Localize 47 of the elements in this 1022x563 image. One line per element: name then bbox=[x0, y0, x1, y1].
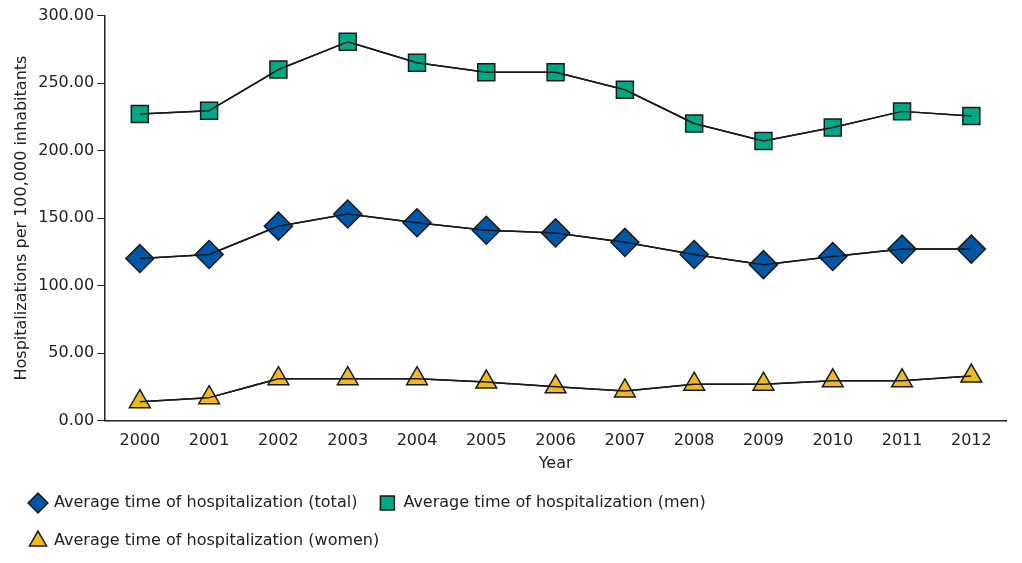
point bbox=[818, 241, 848, 272]
x-tick-label: 2012 bbox=[950, 430, 992, 450]
y-tick-label: 150.00 bbox=[38, 207, 95, 227]
point bbox=[402, 208, 432, 238]
point bbox=[263, 211, 294, 241]
x-tick-label: 2001 bbox=[188, 430, 230, 450]
point bbox=[754, 131, 773, 151]
y-tick-label: 50.00 bbox=[48, 342, 95, 362]
y-tick-label: 100.00 bbox=[38, 274, 95, 294]
y-axis-title: Hospitalizations per 100,000 inhabitants bbox=[10, 55, 30, 381]
x-tick-label: 2003 bbox=[327, 430, 369, 450]
x-axis-title: Year bbox=[537, 452, 573, 472]
legend-label: Average time of hospitalization (men) bbox=[403, 492, 706, 512]
y-tick-label: 300.00 bbox=[38, 4, 95, 24]
y-tick-label: 0.00 bbox=[58, 409, 95, 429]
point bbox=[823, 118, 842, 137]
point bbox=[332, 199, 363, 229]
point bbox=[613, 378, 637, 398]
x-tick-label: 2000 bbox=[119, 430, 161, 450]
point bbox=[540, 218, 571, 248]
x-tick-label: 2006 bbox=[535, 430, 576, 450]
point bbox=[748, 249, 779, 280]
point bbox=[960, 363, 983, 383]
point bbox=[128, 388, 151, 409]
point bbox=[610, 227, 640, 258]
x-tick-label: 2008 bbox=[673, 430, 715, 450]
y-tick-label: 250.00 bbox=[38, 72, 95, 92]
point bbox=[194, 239, 224, 270]
point bbox=[336, 365, 359, 386]
point bbox=[130, 104, 150, 124]
legend-label: Average time of hospitalization (women) bbox=[54, 530, 380, 550]
x-tick-label: 2011 bbox=[881, 430, 923, 450]
point bbox=[892, 102, 912, 121]
point bbox=[956, 234, 987, 264]
x-tick-label: 2010 bbox=[812, 430, 854, 450]
x-tick-label: 2009 bbox=[743, 430, 784, 450]
y-tick-label: 200.00 bbox=[38, 139, 95, 159]
point bbox=[679, 239, 709, 270]
x-tick-label: 2007 bbox=[604, 430, 646, 450]
x-tick-label: 2002 bbox=[258, 430, 299, 450]
legend-label: Average time of hospitalization (total) bbox=[54, 492, 358, 512]
point bbox=[471, 215, 502, 245]
x-tick-label: 2004 bbox=[396, 430, 438, 450]
x-tick-label: 2005 bbox=[465, 430, 507, 450]
point bbox=[269, 60, 288, 79]
point bbox=[962, 106, 981, 126]
point bbox=[125, 243, 155, 274]
